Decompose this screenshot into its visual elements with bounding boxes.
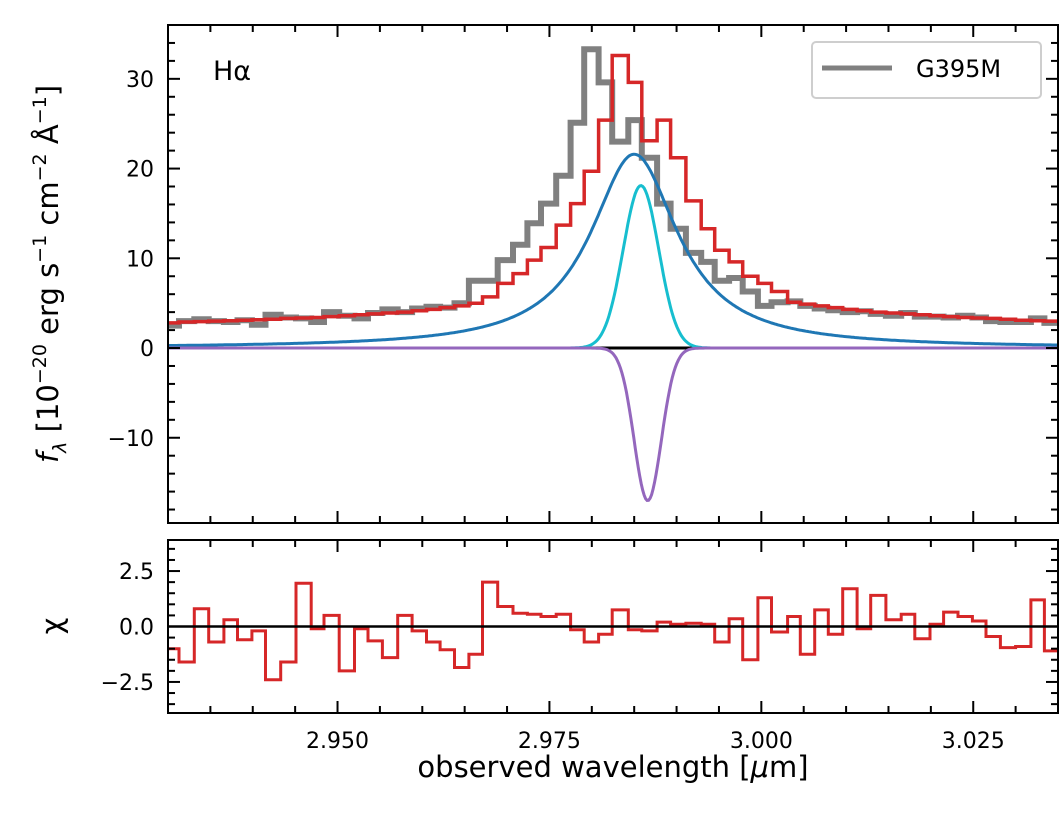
broad-component-curve <box>168 152 1058 348</box>
y-tick-label: 30 <box>126 68 154 93</box>
x-tick-label: 3.025 <box>942 729 1005 754</box>
y-tick-label: 10 <box>126 247 154 272</box>
y-tick-label: 20 <box>126 158 154 183</box>
x-tick-label: 3.000 <box>730 729 793 754</box>
spectrum-y-axis-label: fλ [10−20 erg s−1 cm−2 Å−1] <box>29 85 71 463</box>
line-annotation: Hα <box>213 56 251 87</box>
y-tick-label: −10 <box>108 427 154 452</box>
residual-y-axis-label: χ <box>35 618 69 635</box>
y-tick-label: 0.0 <box>119 616 154 641</box>
narrow-component-curve <box>168 183 1058 350</box>
x-tick-label: 2.975 <box>518 729 581 754</box>
absorption-component-curve <box>168 346 1058 502</box>
legend: G395M <box>811 41 1042 99</box>
x-axis-label: observed wavelength [μm] <box>417 750 808 784</box>
x-tick-label: 2.950 <box>306 729 369 754</box>
legend-label-g395m: G395M <box>916 55 1001 83</box>
y-tick-label: 2.5 <box>119 560 154 585</box>
spectrum-panel: −10 0 10 20 30 Hα G395M fλ [10−20 erg s−1 cm… <box>29 24 1059 524</box>
chi-residual-step <box>168 580 1058 682</box>
residual-panel: 2.950 2.975 3.000 3.025 −2.5 0.0 2.5 χ observe… <box>35 539 1059 784</box>
y-tick-label: 0 <box>140 337 154 362</box>
spectrum-axes-frame <box>167 24 1059 524</box>
legend-frame <box>811 41 1042 99</box>
total-model-step <box>168 53 1058 325</box>
y-tick-label: −2.5 <box>101 671 154 696</box>
